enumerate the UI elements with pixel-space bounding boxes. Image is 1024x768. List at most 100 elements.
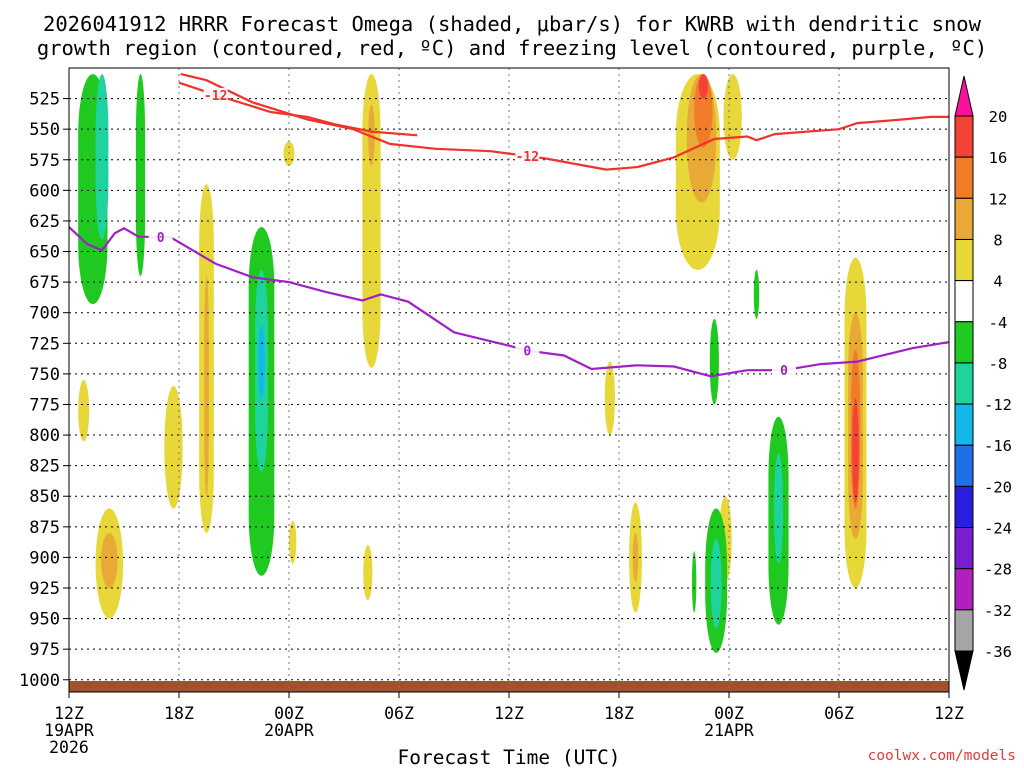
colorbar-segment-2 — [954, 197, 974, 240]
x-axis-label: Forecast Time (UTC) — [397, 746, 620, 768]
x-tick-label-36: 00Z — [714, 704, 744, 723]
omega-cell-neg12-1 — [95, 74, 109, 240]
x-tick-label-48: 12Z — [934, 704, 964, 723]
dgz-label-top-bg — [203, 87, 228, 102]
omega-cell-12-23 — [204, 276, 209, 497]
colorbar-label-11: -28 — [984, 561, 1012, 579]
y-tick-label-575: 575 — [29, 151, 60, 171]
omega-cell-neg16-5 — [258, 324, 265, 399]
x-tick-date-36: 21APR — [704, 721, 754, 740]
freezing-label-0-bg — [148, 229, 173, 244]
credit-text[interactable]: coolwx.com/models — [868, 748, 1016, 764]
colorbar-segment-0 — [954, 115, 974, 158]
y-tick-label-850: 850 — [29, 487, 60, 507]
omega-cell-4-30 — [380, 300, 403, 466]
colorbar-label-6: -8 — [989, 355, 1008, 373]
omega-cell-4-24 — [128, 159, 135, 191]
colorbar-bottom-arrow — [954, 650, 974, 691]
y-tick-label-775: 775 — [29, 395, 60, 415]
colorbar-label-4: 4 — [993, 273, 1002, 291]
y-tick-label-875: 875 — [29, 518, 60, 538]
y-tick-label-750: 750 — [29, 365, 60, 385]
omega-cell-4-36 — [589, 355, 630, 662]
omega-cell-neg8-12 — [691, 551, 697, 613]
y-tick-label-525: 525 — [29, 90, 60, 110]
colorbar-segment-6 — [954, 362, 974, 405]
pressure-axis: 525 550 575 600 625 650 675 700 725 750 775 800 825 8… — [19, 90, 69, 691]
chart-title-line1: 2026041912 HRRR Forecast Omega (shaded, … — [43, 12, 982, 36]
omega-cell-neg8-10 — [709, 318, 719, 405]
dgz-label-bottom-bg — [515, 149, 540, 164]
y-tick-label-600: 600 — [29, 181, 60, 201]
omega-cell-12-29 — [368, 104, 375, 166]
x-tick-date-0: 19APR — [44, 721, 94, 740]
omega-cell-12-15 — [101, 532, 118, 588]
omega-cell-4-35 — [435, 74, 564, 656]
colorbar-label-7: -12 — [984, 396, 1012, 414]
contours: -12 -12 0 0 0 — [68, 73, 950, 379]
omega-cell-4-51 — [811, 74, 849, 221]
y-tick-label-950: 950 — [29, 610, 60, 630]
colorbar-label-9: -20 — [984, 478, 1012, 496]
colorbar-label-8: -16 — [984, 437, 1012, 455]
omega-cell-4-18 — [171, 74, 198, 166]
colorbar-label-3: 8 — [993, 231, 1002, 249]
omega-cell-neg8-11 — [753, 269, 760, 319]
x-tick-date-12: 20APR — [264, 721, 314, 740]
y-tick-label-675: 675 — [29, 273, 60, 293]
colorbar-label-0: 20 — [989, 108, 1008, 126]
colorbar-segment-12 — [954, 609, 974, 652]
x-tick-label-24: 12Z — [494, 704, 524, 723]
x-tick-label-18: 06Z — [384, 704, 414, 723]
colorbar-label-13: -36 — [984, 643, 1012, 661]
omega-cell-8-28 — [362, 74, 381, 368]
dgz-contour-bottom — [180, 73, 949, 171]
dgz-label-top: -12 — [204, 89, 227, 104]
omega-cell-8-34 — [363, 545, 373, 601]
freezing-level-contour — [68, 226, 950, 378]
colorbar-top-arrow — [954, 75, 974, 117]
omega-cell-4-31 — [276, 496, 368, 634]
omega-cell-8-20 — [164, 386, 183, 509]
y-tick-label-900: 900 — [29, 548, 60, 568]
x-tick-label-42: 06Z — [824, 704, 854, 723]
colorbar-label-10: -24 — [984, 520, 1012, 538]
grid-lines — [68, 68, 950, 692]
freezing-label-2: 0 — [780, 364, 788, 379]
x-tick-label-12: 00Z — [274, 704, 304, 723]
y-tick-label-825: 825 — [29, 457, 60, 477]
dgz-label-bottom: -12 — [516, 150, 539, 165]
x-tick-label-0: 12Z — [54, 704, 84, 723]
colorbar-segment-8 — [954, 444, 974, 487]
omega-cell-8-16 — [78, 380, 90, 442]
colorbar-segment-9 — [954, 485, 974, 529]
omega-cell-20-58 — [852, 398, 859, 503]
y-tick-label-925: 925 — [29, 579, 60, 599]
colorbar-segment-5 — [954, 321, 974, 364]
omega-cell-4-33 — [375, 496, 442, 650]
colorbar-segment-1 — [954, 156, 974, 199]
omega-cell-neg8-2 — [135, 74, 146, 276]
freezing-label-1: 0 — [523, 345, 531, 360]
colorbar-segment-10 — [954, 527, 974, 570]
x-tick-label-30: 18Z — [604, 704, 634, 723]
y-tick-label-725: 725 — [29, 334, 60, 354]
omega-cell-4-52 — [894, 74, 931, 154]
colorbar-label-1: 16 — [989, 149, 1008, 167]
omega-cell-4-50 — [771, 178, 779, 197]
omega-cell-16-44 — [694, 74, 713, 148]
y-tick-label-800: 800 — [29, 426, 60, 446]
omega-cell-20-45 — [698, 74, 708, 99]
freezing-label-1-bg — [515, 343, 540, 358]
x-tick-year-0: 2026 — [49, 738, 89, 757]
colorbar-label-5: -4 — [989, 314, 1008, 332]
colorbar-label-2: 12 — [989, 190, 1008, 208]
omega-cell-8-32 — [289, 520, 297, 564]
y-tick-label-975: 975 — [29, 640, 60, 660]
omega-cell-neg12-7 — [710, 539, 722, 629]
freezing-label-0: 0 — [157, 231, 165, 246]
colorbar-segment-7 — [954, 403, 974, 446]
omega-cell-8-46 — [723, 74, 742, 160]
x-tick-label-6: 18Z — [164, 704, 194, 723]
